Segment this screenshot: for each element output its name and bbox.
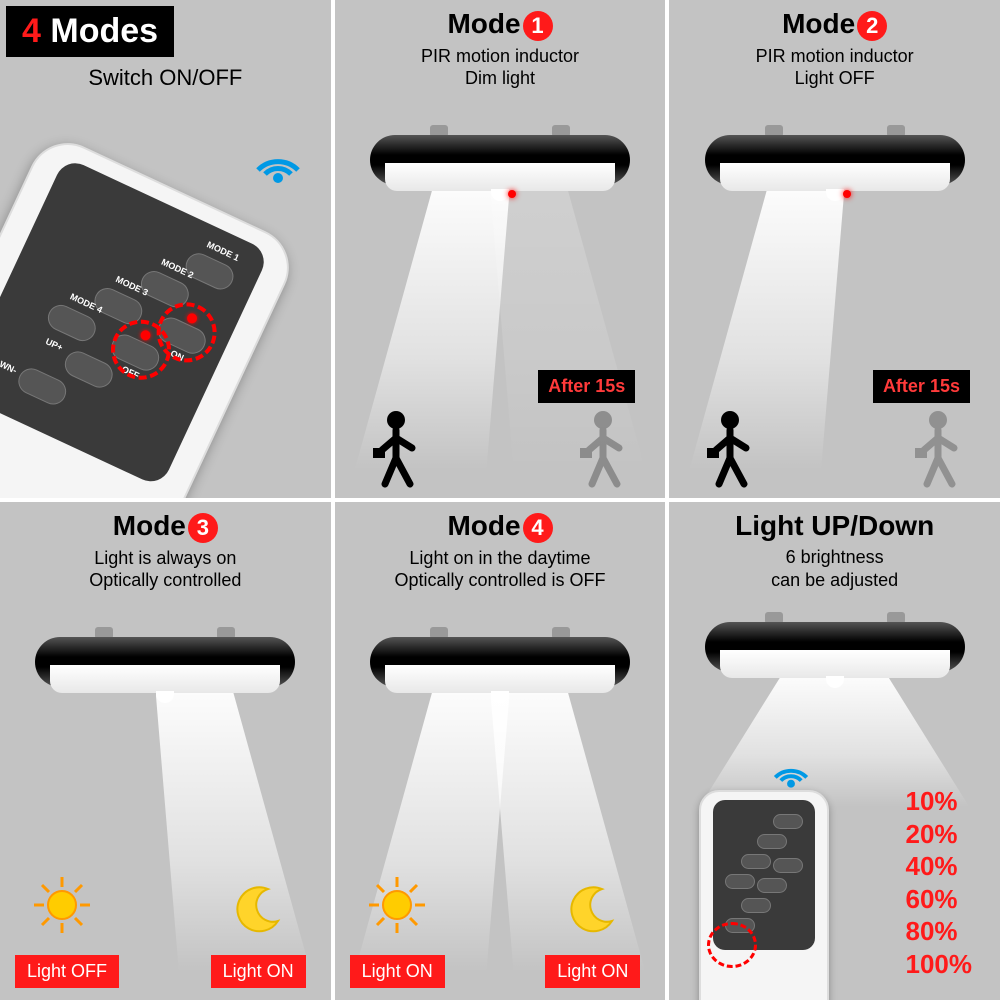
light-on-badge-right: Light ON — [545, 955, 640, 988]
mode2-title: Mode2 — [669, 8, 1000, 41]
sun-icon — [365, 873, 429, 942]
remote-btn-up — [61, 347, 117, 392]
level-60: 60% — [905, 883, 972, 916]
mode3-sub: Light is always on Optically controlled — [0, 547, 331, 592]
level-80: 80% — [905, 915, 972, 948]
moon-icon — [230, 881, 286, 942]
mode2-badge: 2 — [857, 11, 887, 41]
switch-subtitle: Switch ON/OFF — [0, 65, 331, 91]
mode1-title: Mode1 — [335, 8, 666, 41]
wifi-icon — [769, 746, 813, 795]
after-badge: After 15s — [538, 370, 635, 403]
lamp-device — [370, 125, 630, 195]
level-20: 20% — [905, 818, 972, 851]
person-icon-faded — [577, 410, 635, 488]
brightness-title: Light UP/Down — [669, 510, 1000, 542]
brightness-levels: 10% 20% 40% 60% 80% 100% — [905, 785, 972, 980]
person-icon — [704, 410, 762, 488]
lamp-device — [705, 612, 965, 682]
lamp-device — [370, 627, 630, 697]
panel-mode1: Mode1 PIR motion inductor Dim light Afte… — [335, 0, 666, 498]
panel-brightness: Light UP/Down 6 brightness can be adjust… — [669, 502, 1000, 1000]
modes-count: 4 — [22, 12, 41, 50]
mode3-title: Mode3 — [0, 510, 331, 543]
sun-icon — [30, 873, 94, 942]
panel-modes-overview: 4 Modes Switch ON/OFF MODE 1 MODE 2 MODE… — [0, 0, 331, 498]
remote-lbl-up: UP+ — [44, 336, 64, 353]
mode4-sub: Light on in the daytime Optically contro… — [335, 547, 666, 592]
light-off-badge: Light OFF — [15, 955, 119, 988]
panel-mode4: Mode4 Light on in the daytime Optically … — [335, 502, 666, 1000]
person-icon — [370, 410, 428, 488]
light-on-badge: Light ON — [211, 955, 306, 988]
panel-mode3: Mode3 Light is always on Optically contr… — [0, 502, 331, 1000]
remote-panel: MODE 1 MODE 2 MODE 3 MODE 4 ON OFF UP+ D… — [0, 157, 270, 488]
modes-label: Modes — [41, 12, 158, 50]
mode1-sub: PIR motion inductor Dim light — [335, 45, 666, 90]
modes-header: 4 Modes — [6, 6, 174, 57]
mode1-badge: 1 — [523, 11, 553, 41]
level-10: 10% — [905, 785, 972, 818]
level-100: 100% — [905, 948, 972, 981]
remote-control-small — [699, 790, 829, 1000]
mode4-badge: 4 — [523, 513, 553, 543]
mode2-sub: PIR motion inductor Light OFF — [669, 45, 1000, 90]
remote-lbl-down: DOWN- — [0, 353, 18, 375]
mode4-title: Mode4 — [335, 510, 666, 543]
infographic-grid: 4 Modes Switch ON/OFF MODE 1 MODE 2 MODE… — [0, 0, 1000, 1000]
lamp-device — [35, 627, 295, 697]
panel-mode2: Mode2 PIR motion inductor Light OFF Afte… — [669, 0, 1000, 498]
lamp-device — [705, 125, 965, 195]
level-40: 40% — [905, 850, 972, 883]
wifi-icon — [250, 130, 306, 191]
remote-btn-down — [14, 364, 70, 409]
light-on-badge-left: Light ON — [350, 955, 445, 988]
highlight-circle-updown — [707, 922, 757, 968]
mode3-badge: 3 — [188, 513, 218, 543]
brightness-sub: 6 brightness can be adjusted — [669, 546, 1000, 591]
moon-icon — [564, 881, 620, 942]
person-icon-faded — [912, 410, 970, 488]
after-badge: After 15s — [873, 370, 970, 403]
